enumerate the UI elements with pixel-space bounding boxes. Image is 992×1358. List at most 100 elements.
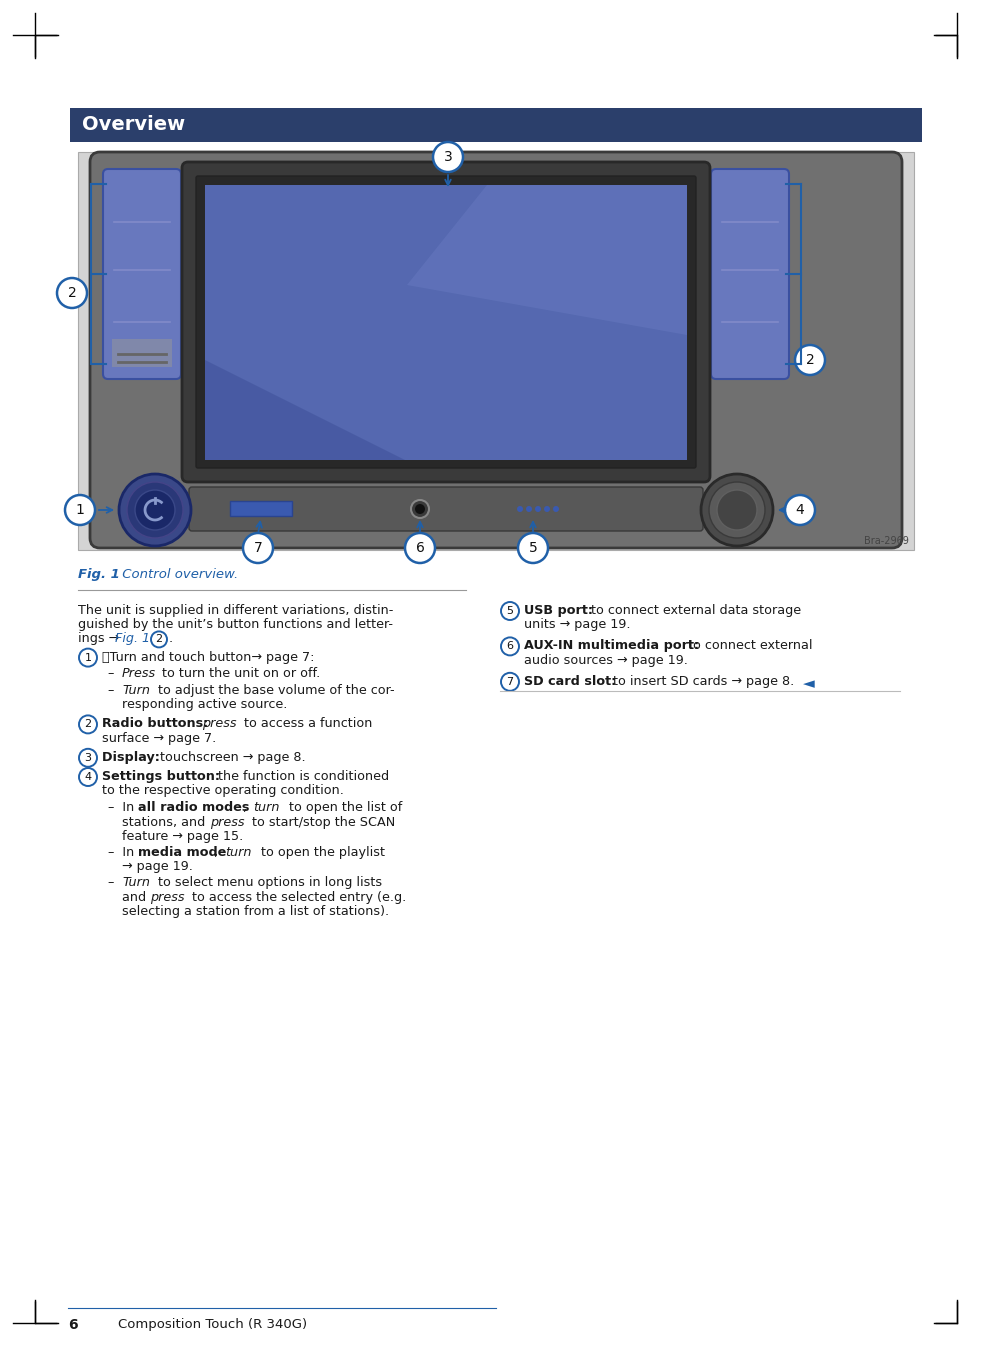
Text: to the respective operating condition.: to the respective operating condition. (102, 784, 344, 797)
Text: feature → page 15.: feature → page 15. (122, 830, 243, 843)
Circle shape (501, 637, 519, 656)
Text: touchscreen → page 8.: touchscreen → page 8. (160, 751, 306, 763)
Text: .: . (169, 633, 174, 645)
Text: 5: 5 (507, 606, 514, 617)
Circle shape (785, 496, 815, 526)
Text: ◄: ◄ (803, 676, 814, 691)
Text: –  In: – In (108, 846, 138, 860)
Text: –  In: – In (108, 801, 138, 815)
Text: to connect external data storage: to connect external data storage (591, 604, 802, 617)
Text: guished by the unit’s button functions and letter-: guished by the unit’s button functions a… (78, 618, 393, 631)
Text: 2: 2 (67, 287, 76, 300)
Text: Fig. 1: Fig. 1 (115, 633, 150, 645)
Bar (78, 152, 914, 550)
Text: 3: 3 (84, 752, 91, 763)
FancyBboxPatch shape (189, 488, 703, 531)
Bar (112, 340, 172, 367)
Text: to turn the unit on or off.: to turn the unit on or off. (158, 667, 320, 680)
Text: Composition Touch (R 340G): Composition Touch (R 340G) (118, 1319, 308, 1331)
Bar (230, 501, 292, 516)
Circle shape (135, 490, 175, 530)
Text: 4: 4 (796, 502, 805, 517)
Text: 7: 7 (507, 676, 514, 687)
Text: 7: 7 (254, 540, 262, 555)
Text: stations, and: stations, and (122, 816, 209, 828)
Circle shape (405, 532, 435, 564)
Text: 2: 2 (806, 353, 814, 367)
Circle shape (79, 716, 97, 733)
Text: to access a function: to access a function (240, 717, 372, 731)
Circle shape (65, 496, 95, 526)
Circle shape (79, 769, 97, 786)
Circle shape (57, 278, 87, 308)
Text: media mode: media mode (138, 846, 226, 860)
Text: all radio modes: all radio modes (138, 801, 249, 815)
Text: to access the selected entry (e.g.: to access the selected entry (e.g. (188, 891, 407, 903)
Text: ings →: ings → (78, 633, 123, 645)
Text: –: – (108, 876, 122, 889)
Polygon shape (205, 360, 405, 460)
Text: Overview: Overview (82, 115, 186, 134)
Text: press: press (210, 816, 244, 828)
Circle shape (415, 504, 425, 513)
Text: 1: 1 (84, 653, 91, 663)
Text: –: – (108, 684, 122, 697)
Text: USB port:: USB port: (524, 604, 597, 617)
FancyBboxPatch shape (90, 152, 902, 549)
Text: to insert SD cards → page 8.: to insert SD cards → page 8. (613, 675, 795, 687)
Text: audio sources → page 19.: audio sources → page 19. (524, 653, 687, 667)
Text: ⏽Turn and touch button→ page 7:: ⏽Turn and touch button→ page 7: (102, 650, 314, 664)
Circle shape (518, 532, 548, 564)
Circle shape (501, 602, 519, 621)
Circle shape (717, 490, 757, 530)
Circle shape (119, 474, 191, 546)
Text: to select menu options in long lists: to select menu options in long lists (154, 876, 382, 889)
Text: Turn: Turn (122, 684, 150, 697)
Text: Display:: Display: (102, 751, 165, 763)
Text: 6: 6 (416, 540, 425, 555)
Circle shape (535, 507, 541, 512)
Text: The unit is supplied in different variations, distin-: The unit is supplied in different variat… (78, 604, 394, 617)
Circle shape (501, 672, 519, 691)
FancyBboxPatch shape (711, 168, 789, 379)
Circle shape (526, 507, 532, 512)
Text: responding active source.: responding active source. (122, 698, 288, 712)
Circle shape (433, 143, 463, 172)
Text: → page 19.: → page 19. (122, 860, 192, 873)
Text: and: and (122, 891, 150, 903)
FancyBboxPatch shape (103, 168, 181, 379)
Circle shape (79, 649, 97, 667)
Circle shape (243, 532, 273, 564)
Text: 6: 6 (68, 1319, 77, 1332)
Text: Radio buttons:: Radio buttons: (102, 717, 212, 731)
Text: turn: turn (225, 846, 252, 860)
Text: turn: turn (253, 801, 280, 815)
Text: to open the list of: to open the list of (285, 801, 402, 815)
Text: press: press (150, 891, 185, 903)
Text: 5: 5 (529, 540, 538, 555)
Polygon shape (407, 185, 687, 335)
Circle shape (553, 507, 559, 512)
Text: SD card slot:: SD card slot: (524, 675, 621, 687)
Circle shape (709, 482, 765, 538)
Bar (205, 185, 687, 460)
FancyBboxPatch shape (182, 162, 710, 482)
Circle shape (795, 345, 825, 375)
Text: the function is conditioned: the function is conditioned (218, 770, 389, 784)
Text: to adjust the base volume of the cor-: to adjust the base volume of the cor- (154, 684, 395, 697)
Circle shape (544, 507, 550, 512)
Text: selecting a station from a list of stations).: selecting a station from a list of stati… (122, 904, 389, 918)
Text: AUX-IN multimedia port:: AUX-IN multimedia port: (524, 640, 703, 652)
Circle shape (517, 507, 523, 512)
Circle shape (79, 748, 97, 767)
Text: 6: 6 (507, 641, 514, 652)
Circle shape (151, 631, 167, 648)
Text: 1: 1 (75, 502, 84, 517)
Bar (70, 109, 922, 143)
Text: 4: 4 (84, 771, 91, 782)
Text: press: press (202, 717, 236, 731)
Text: Fig. 1: Fig. 1 (78, 568, 120, 581)
Text: units → page 19.: units → page 19. (524, 618, 631, 631)
Text: Press: Press (122, 667, 156, 680)
Text: Control overview.: Control overview. (118, 568, 238, 581)
